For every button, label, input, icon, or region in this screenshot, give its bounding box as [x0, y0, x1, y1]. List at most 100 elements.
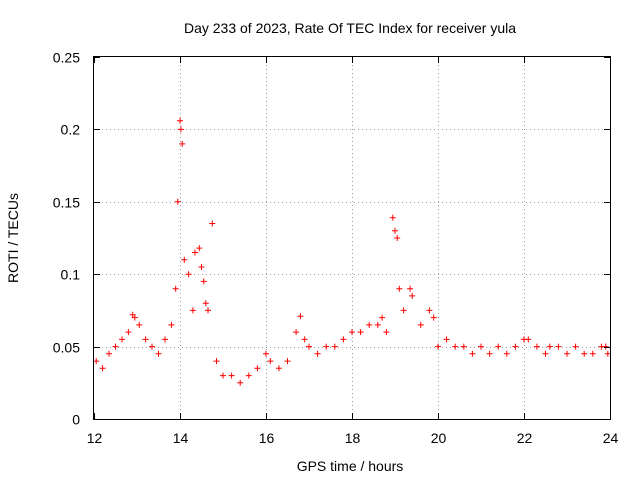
x-tick-label: 16 — [259, 430, 275, 446]
data-point — [581, 350, 588, 357]
data-point — [177, 117, 183, 124]
data-point — [379, 314, 386, 321]
x-tick-label: 12 — [87, 430, 103, 446]
data-point — [394, 235, 401, 241]
data-point — [142, 336, 149, 343]
data-point — [525, 336, 532, 343]
plot-frame — [93, 56, 611, 420]
data-point — [220, 372, 226, 379]
data-point — [228, 372, 235, 379]
data-point — [306, 343, 312, 350]
data-point — [546, 343, 553, 350]
data-point — [267, 358, 274, 365]
data-point — [205, 307, 211, 314]
data-point — [503, 350, 510, 357]
data-point — [177, 126, 184, 133]
data-point — [168, 321, 175, 328]
data-point — [533, 343, 540, 350]
data-point — [200, 278, 207, 285]
data-point — [392, 227, 398, 234]
data-point — [486, 350, 493, 357]
data-point — [340, 336, 347, 343]
data-point — [93, 358, 100, 365]
x-tick-label: 18 — [345, 430, 361, 446]
data-point — [460, 343, 467, 350]
data-point — [131, 314, 138, 321]
data-point — [192, 249, 198, 256]
data-point — [426, 307, 433, 314]
data-point — [400, 307, 407, 314]
y-tick-label: 0 — [72, 412, 80, 428]
data-point — [542, 350, 549, 357]
data-point — [366, 321, 373, 328]
data-point — [409, 292, 416, 299]
x-tick-label: 22 — [517, 430, 533, 446]
data-point — [417, 321, 424, 328]
data-point — [185, 271, 192, 278]
data-point — [112, 343, 119, 350]
data-point — [389, 214, 396, 221]
data-point — [478, 343, 484, 350]
x-axis-label: GPS time / hours — [297, 458, 404, 474]
chart-title: Day 233 of 2023, Rate Of TEC Index for r… — [184, 20, 516, 36]
data-point — [589, 350, 596, 357]
data-point — [263, 350, 269, 357]
data-point — [179, 140, 186, 147]
data-point — [314, 350, 321, 357]
y-axis-label: ROTI / TECUs — [5, 193, 21, 283]
data-point — [357, 329, 364, 336]
data-point — [245, 372, 252, 379]
data-point — [604, 350, 611, 357]
data-point — [555, 343, 562, 350]
x-tick-label: 14 — [173, 430, 189, 446]
data-point — [564, 350, 570, 357]
data-point — [149, 343, 155, 350]
data-point — [254, 365, 261, 372]
data-point — [452, 343, 459, 350]
data-points — [93, 117, 611, 386]
data-point — [383, 329, 390, 336]
y-tick-label: 0.2 — [61, 122, 81, 138]
data-point — [495, 343, 502, 350]
y-tick-label: 0.1 — [61, 267, 81, 283]
grid-lines — [94, 57, 610, 419]
x-axis-ticks: 12 14 16 18 20 22 24 — [87, 57, 619, 446]
data-point — [189, 307, 196, 314]
data-point — [237, 379, 244, 386]
data-point — [119, 336, 125, 343]
data-point — [349, 329, 355, 336]
data-point — [443, 336, 450, 343]
data-point — [155, 350, 162, 357]
data-point — [162, 336, 168, 343]
data-point — [99, 365, 106, 372]
data-point — [602, 343, 609, 350]
data-point — [323, 343, 330, 350]
y-axis-ticks: 0 0.05 0.1 0.15 0.2 0.25 — [53, 50, 610, 428]
data-point — [275, 365, 282, 372]
data-point — [430, 314, 437, 321]
data-point — [293, 329, 300, 336]
data-point — [181, 256, 188, 263]
data-point — [374, 321, 381, 328]
data-point — [136, 321, 143, 328]
y-tick-label: 0.05 — [53, 340, 80, 356]
data-point — [209, 220, 216, 227]
data-point — [284, 358, 291, 365]
y-tick-label: 0.25 — [53, 50, 80, 66]
data-point — [106, 350, 112, 357]
data-point — [125, 329, 132, 336]
data-point — [331, 343, 338, 350]
y-tick-label: 0.15 — [53, 195, 80, 211]
data-point — [172, 285, 179, 292]
data-point — [202, 300, 209, 307]
data-point — [407, 285, 414, 292]
data-point — [572, 343, 579, 350]
data-point — [301, 336, 308, 343]
data-point — [435, 343, 441, 350]
data-point — [396, 285, 403, 292]
x-tick-label: 24 — [603, 430, 619, 446]
data-point — [469, 350, 476, 357]
data-point — [512, 343, 519, 350]
data-point — [196, 245, 203, 252]
